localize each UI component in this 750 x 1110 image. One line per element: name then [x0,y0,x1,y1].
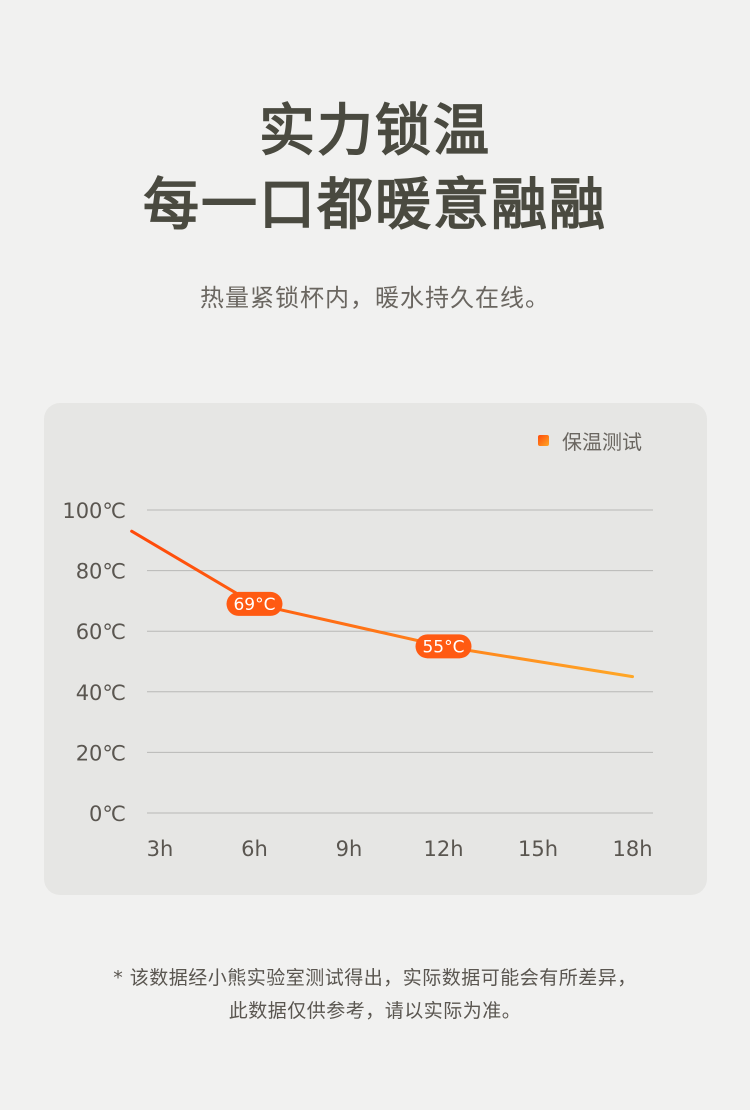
subtitle: 热量紧锁杯内，暖水持久在线。 [200,284,550,312]
data-point [631,675,634,678]
x-tick-label: 12h [423,837,463,861]
legend-swatch-icon [538,435,549,446]
x-tick-label: 9h [336,837,363,861]
data-label: 55°C [422,637,464,657]
title-line-1: 实力锁温 [259,99,491,164]
x-tick-label: 6h [241,837,268,861]
y-tick-label: 0℃ [89,802,126,826]
y-tick-label: 20℃ [76,741,126,765]
title-line-2: 每一口都暖意融融 [143,173,607,238]
footnote-line-2: 此数据仅供参考，请以实际为准。 [228,1000,522,1022]
data-point [130,530,133,533]
chart-legend: 保温测试 [538,426,642,455]
data-label-pill [226,591,283,616]
data-point [537,660,540,663]
x-axis: 3h 6h 9h 12h 15h 18h [147,837,653,861]
y-tick-label: 40℃ [76,681,126,705]
y-tick-label: 100℃ [62,499,126,523]
y-tick-label: 80℃ [76,560,126,584]
annotation-layer: 69°C 55°C [226,591,472,659]
x-tick-label: 15h [518,837,558,861]
x-tick-label: 18h [612,837,652,861]
legend-label: 保温测试 [562,430,642,454]
data-label-pill [415,634,472,659]
footnote-line-1: * 该数据经小熊实验室测试得出，实际数据可能会有所差异， [113,967,637,989]
data-point [348,624,351,627]
grid-layer [147,509,653,814]
data-label: 69°C [233,595,275,615]
y-tick-label: 60℃ [76,620,126,644]
series-line [130,529,634,679]
y-axis: 100℃ 80℃ 60℃ 40℃ 20℃ 0℃ [62,499,126,826]
series-layer [130,529,634,679]
x-tick-label: 3h [147,837,174,861]
